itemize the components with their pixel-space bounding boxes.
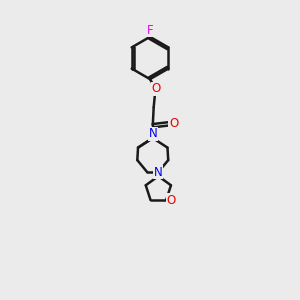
Text: F: F — [147, 24, 153, 37]
Text: N: N — [148, 128, 157, 140]
Text: O: O — [169, 117, 178, 130]
Text: O: O — [167, 194, 176, 207]
Text: N: N — [154, 166, 163, 178]
Text: O: O — [152, 82, 161, 95]
